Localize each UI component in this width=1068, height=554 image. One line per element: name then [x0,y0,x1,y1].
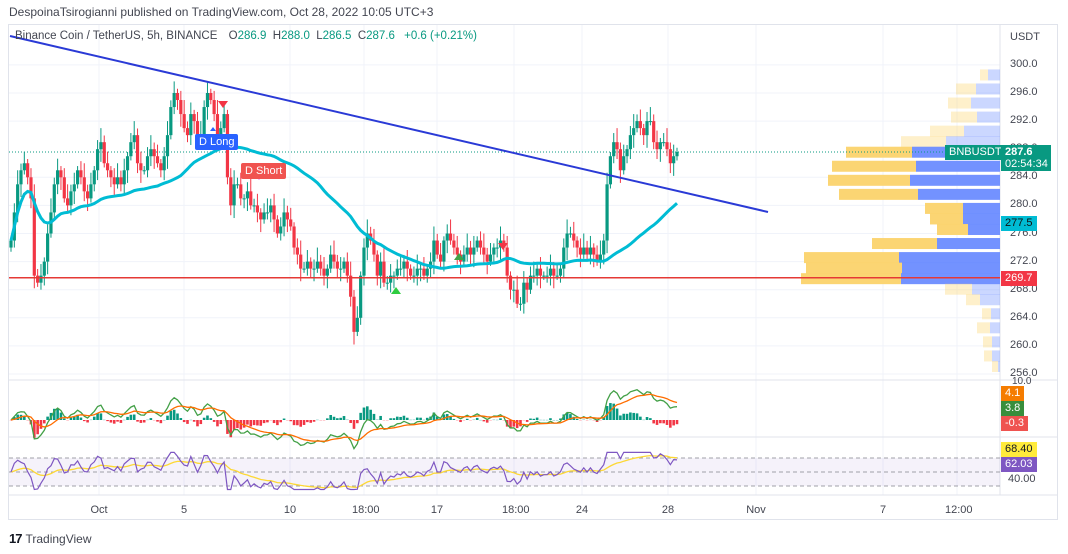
tradingview-logo-icon: 17 [9,531,23,546]
time-tick: 28 [661,504,675,516]
low-value: 286.5 [322,30,352,42]
time-tick: 7 [879,504,887,516]
price-tick: 300.0 [1010,57,1038,70]
symbol-legend: Binance Coin / TetherUS, 5h, BINANCE O28… [15,30,477,42]
ohlc-values: O286.9 H288.0 L286.5 C287.6 +0.6 (+0.21%… [228,30,477,42]
time-tick: 12:00 [945,504,973,516]
short-signal-label: D Short [241,163,287,179]
ma-price-tag: 277.5 [1001,216,1037,231]
price-tick: 272.0 [1010,254,1038,267]
price-tick: 260.0 [1010,338,1038,351]
time-tick: 17 [430,504,444,516]
time-tick: 18:00 [352,504,380,516]
time-tick: 24 [575,504,589,516]
publisher-caption: DespoinaTsirogianni published on Trading… [9,5,434,19]
price-tick: 256.0 [1010,367,1038,379]
time-tick: 18:00 [502,504,530,516]
symbol-title[interactable]: Binance Coin / TetherUS, 5h, BINANCE [15,30,218,42]
time-tick: Oct [90,504,108,516]
brand-name[interactable]: TradingView [25,531,92,546]
macd-value-tag: 4.1 [1001,386,1025,401]
price-tick: 292.0 [1010,114,1038,127]
chart-frame [8,24,1058,520]
price-tick: 296.0 [1010,86,1038,98]
long-signal-label: D Long [195,134,239,150]
support-price-tag: 269.7 [1001,271,1037,286]
high-value: 288.0 [281,30,310,42]
price-axis-currency: USDT [1010,31,1040,43]
price-tick: 280.0 [1010,198,1038,211]
price-tick: 284.0 [1010,170,1038,183]
time-tick: Nov [746,504,766,516]
last-price-tag: 287.6 02:54:34 [1001,145,1051,171]
rsi-level-label: 40.00 [1008,473,1036,485]
rsi-ma-tag: 68.40 [1001,442,1037,457]
bar-countdown: 02:54:34 [1005,158,1048,170]
macd-axis-top: 10.0 [1012,376,1032,387]
time-tick: 10 [283,504,297,516]
rsi-value-tag: 62.03 [1001,457,1037,472]
open-value: 286.9 [237,30,267,42]
symbol-tag: BNBUSDT [945,145,1006,160]
time-tick: 5 [180,504,188,516]
histogram-value-tag: -0.3 [1001,416,1028,431]
price-tick: 264.0 [1010,310,1038,323]
last-price: 287.6 [1005,146,1033,158]
change-value: +0.6 (+0.21%) [404,30,477,42]
close-value: 287.6 [366,30,395,42]
signal-value-tag: 3.8 [1001,401,1025,416]
footer: 17 TradingView [9,531,92,546]
